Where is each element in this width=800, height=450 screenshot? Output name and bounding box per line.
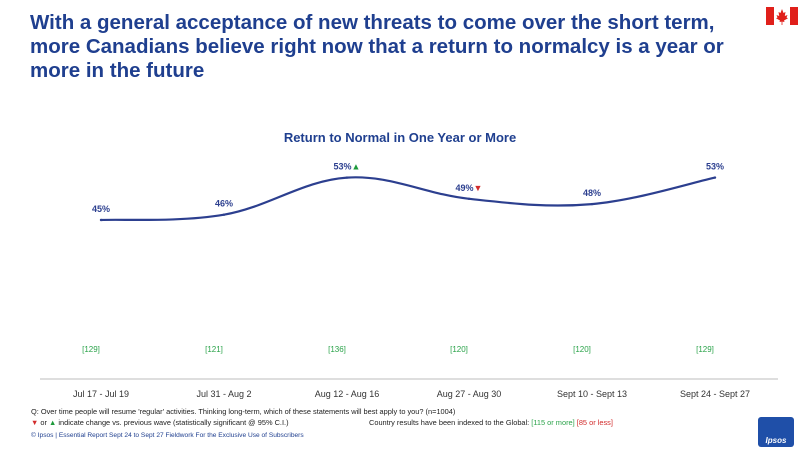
down-arrow-icon: ▼ xyxy=(474,183,483,193)
data-point xyxy=(345,176,349,179)
x-tick-label: Aug 12 - Aug 16 xyxy=(315,389,380,399)
x-tick-label: Aug 27 - Aug 30 xyxy=(437,389,502,399)
data-point xyxy=(590,202,594,206)
data-point xyxy=(467,197,471,200)
up-arrow-icon: ▲ xyxy=(352,162,361,172)
data-label: 53% xyxy=(706,162,724,172)
canada-flag-icon xyxy=(766,7,798,25)
x-tick-label: Jul 31 - Aug 2 xyxy=(196,389,251,399)
x-tick-label: Jul 17 - Jul 19 xyxy=(73,389,129,399)
legend-or: or xyxy=(38,418,50,427)
legend-text: indicate change vs. previous wave (stati… xyxy=(56,418,289,427)
data-label: 46% xyxy=(215,199,233,209)
index-low: [85 or less] xyxy=(576,418,613,427)
index-high: [115 or more] xyxy=(531,418,575,427)
base-size-label: [129] xyxy=(696,345,714,354)
ipsos-logo: Ipsos xyxy=(758,417,794,447)
up-arrow-icon: ▲ xyxy=(49,418,57,427)
index-text: Country results have been indexed to the… xyxy=(369,418,532,427)
base-size-label: [136] xyxy=(328,345,346,354)
data-label: 49%▼ xyxy=(456,183,483,193)
base-size-label: [120] xyxy=(573,345,591,354)
question-footnote: Q: Over time people will resume 'regular… xyxy=(31,407,456,416)
chart-title: Return to Normal in One Year or More xyxy=(283,130,517,145)
headline: With a general acceptance of new threats… xyxy=(30,11,724,82)
x-tick-label: Sept 10 - Sept 13 xyxy=(557,389,627,399)
data-point xyxy=(713,176,717,179)
data-label: 45% xyxy=(92,204,110,214)
base-size-label: [129] xyxy=(82,345,100,354)
copyright: © Ipsos | Essential Report Sept 24 to Se… xyxy=(31,432,304,439)
x-tick-label: Sept 24 - Sept 27 xyxy=(680,389,750,399)
data-label: 53%▲ xyxy=(334,162,361,172)
down-arrow-icon: ▼ xyxy=(31,418,39,427)
data-point xyxy=(99,218,103,222)
index-footnote: Country results have been indexed to the… xyxy=(369,418,613,427)
base-size-label: [120] xyxy=(450,345,468,354)
series-line xyxy=(100,176,716,222)
data-label: 48% xyxy=(583,188,601,198)
base-size-label: [121] xyxy=(205,345,223,354)
significance-footnote: ▼ or ▲ indicate change vs. previous wave… xyxy=(31,418,289,427)
data-point xyxy=(222,213,226,216)
line-chart: 45% [129] Jul 17 - Jul 19 46% [121] Jul 31 - … xyxy=(40,162,778,399)
